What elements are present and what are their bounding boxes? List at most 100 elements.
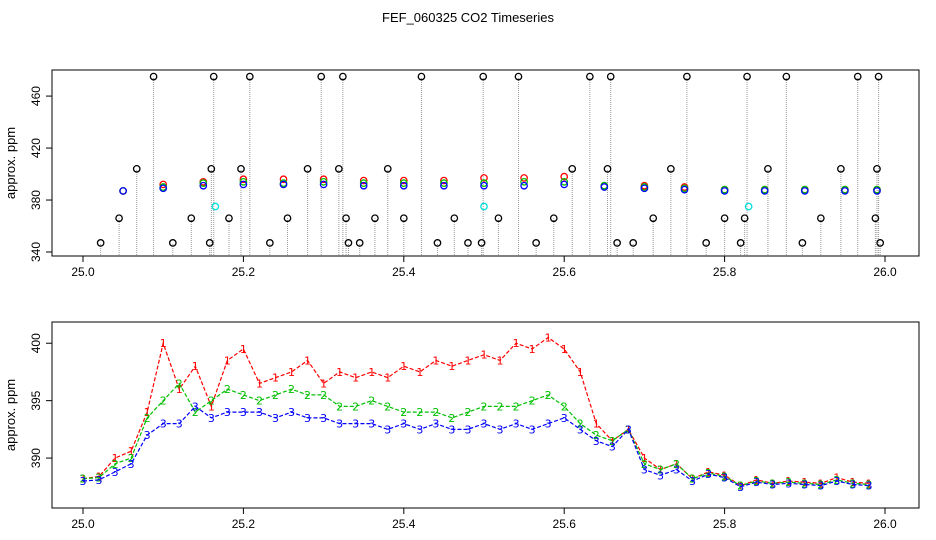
series1-marker: 1 [545,331,552,344]
series3-marker: 3 [673,464,680,477]
series2-marker: 2 [849,477,856,490]
series3-marker: 3 [497,423,504,436]
spike-point [383,164,392,173]
series2-marker: 2 [721,470,728,483]
series1-line [82,336,870,487]
series1-marker: 1 [304,354,311,367]
series3-marker: 3 [737,481,744,494]
series3-marker: 3 [785,477,792,490]
series2-marker: 2 [609,435,616,448]
series3-marker: 3 [368,418,375,431]
series1-marker: 1 [513,337,520,350]
series2-marker: 2 [192,406,199,419]
series1-marker: 1 [384,372,391,385]
series3-point [760,187,769,195]
series1-marker: 1 [176,383,183,396]
series3-point [119,187,127,195]
spike-point [207,164,216,173]
top-y-tick-label: 380 [29,190,43,210]
spike-point [603,164,612,173]
bottom-y-tick-label: 400 [29,333,43,353]
spike-point [132,164,141,173]
bad-point [744,202,753,211]
series1-marker: 1 [705,466,712,479]
series3-marker: 3 [833,475,840,488]
series1-marker: 1 [240,343,247,356]
series2-marker: 2 [160,395,167,408]
spike-point [283,214,292,223]
spike-point [740,214,749,223]
spike-point [853,72,862,81]
spike-point [876,239,885,247]
bottom-y-axis-label: approx. ppm [3,379,18,451]
spike-point [743,72,751,81]
bottom-y-tick-label: 395 [29,390,43,410]
series1-marker: 1 [208,400,215,413]
series3-marker: 3 [144,429,151,442]
series1-marker: 1 [753,474,760,487]
series1-point [319,175,328,184]
top-x-tick-label: 25.0 [71,265,95,279]
top-y-tick-label: 460 [29,86,43,106]
spike-point [702,239,711,247]
series3-marker: 3 [865,480,872,493]
spike-point [720,214,729,223]
spike-point [245,72,254,81]
series2-point [239,177,248,186]
series2-marker: 2 [336,400,343,413]
series2-point [440,179,448,187]
series3-marker: 3 [545,418,552,431]
series2-marker: 2 [272,389,279,402]
series1-marker: 1 [785,475,792,488]
series3-marker: 3 [80,475,87,488]
bottom-x-tick-label: 25.6 [553,517,577,531]
bottom-x-tick-label: 25.0 [71,517,95,531]
series1-marker: 1 [769,477,776,490]
spike-point [149,72,158,81]
series1-point [239,175,248,184]
series3-point [199,181,208,190]
series2-point [560,177,569,186]
spike-point [96,239,105,247]
series1-marker: 1 [336,366,343,379]
series3-marker: 3 [721,472,728,485]
series3-marker: 3 [432,418,439,431]
bottom-plot-frame [51,321,920,509]
series1-marker: 1 [416,366,423,379]
series1-marker: 1 [833,472,840,485]
series2-marker: 2 [240,389,247,402]
series1-marker: 1 [128,445,135,458]
series3-point [841,187,849,195]
top-x-tick-label: 25.2 [232,265,256,279]
series3-marker: 3 [352,418,359,431]
series1-marker: 1 [865,477,872,490]
spike-point [342,214,350,223]
spike-point [837,164,845,173]
series3-marker: 3 [529,423,536,436]
series3-marker: 3 [769,478,776,491]
top-panel: 25.0 25.2 25.4 25.6 25.8 26.0 340 380 420 460 app… [3,69,920,279]
series1-marker: 1 [529,343,536,356]
series2-marker: 2 [400,406,407,419]
series1-marker: 1 [801,476,808,489]
series1-marker: 1 [464,354,471,367]
series2-marker: 2 [833,474,840,487]
series2-point [199,179,208,187]
series3-marker: 3 [577,423,584,436]
series3-marker: 3 [208,412,215,425]
series2-marker: 2 [112,458,119,471]
series1-marker: 1 [224,354,231,367]
spike-point [237,164,245,173]
series2-marker: 2 [865,478,872,491]
series3-marker: 3 [481,418,488,431]
series3-marker: 3 [657,469,664,482]
series1-marker: 1 [272,372,279,385]
series2-marker: 2 [705,467,712,480]
spike-point [399,214,408,223]
series1-point [359,176,368,185]
top-plot-area [96,72,885,255]
spike-point [871,214,880,223]
series3-marker: 3 [320,412,327,425]
spike-point [266,239,274,247]
bottom-x-tick-label: 25.8 [713,517,737,531]
